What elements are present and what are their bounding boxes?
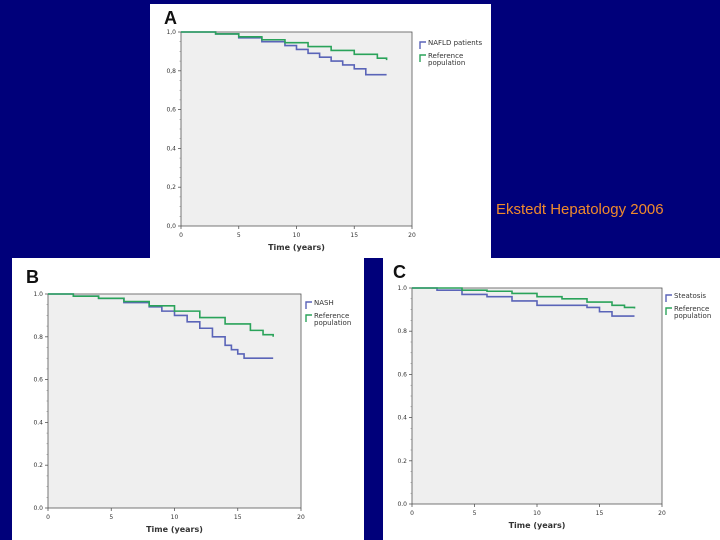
y-tick-label: 0.0: [397, 501, 407, 508]
survival-chart-b: 0.0 0.2 0.4 0.6 0.8 1.0 0 5 10 15 20 Time (years) NA…: [33, 291, 351, 534]
survival-chart-c: 0.0 0.2 0.4 0.6 0.8 1.0 0 5 10 15 20 Time (years) St…: [397, 285, 711, 530]
plot-area: [47, 293, 302, 509]
legend-label: Reference: [674, 305, 709, 313]
x-tick-label: 10: [171, 514, 179, 521]
y-tick-label: 0.6: [397, 371, 407, 378]
x-tick-label: 20: [408, 232, 416, 239]
plot-area: [411, 287, 663, 505]
y-tick-label: 0.4: [397, 415, 407, 422]
panel-c: C 0.0 0.2 0.4 0.6 0.8 1.0 0 5 10 15 20 Time (years)…: [383, 258, 720, 540]
series-line-reference: [412, 287, 636, 309]
legend-swatch: [305, 301, 312, 309]
panel-b: B 0.0 0.2 0.4 0.6 0.8 1.0 0 5 10 15 20 Time (years)…: [12, 258, 364, 540]
legend-label: Reference: [314, 312, 349, 320]
panel-c-letter: C: [393, 262, 406, 282]
y-tick-label: 0.8: [397, 328, 407, 335]
x-tick-label: 10: [293, 232, 301, 239]
x-tick-label: 0: [410, 510, 414, 517]
x-axis-title: Time (years): [146, 525, 203, 534]
x-tick-label: 5: [109, 514, 113, 521]
x-tick-label: 15: [350, 232, 358, 239]
x-tick-label: 10: [533, 510, 541, 517]
y-tick-label: 0.0: [33, 505, 43, 512]
y-tick-label: 1,0: [166, 29, 176, 36]
legend-label: NASH: [314, 299, 334, 307]
x-axis-title: Time (years): [509, 521, 566, 530]
x-tick-label: 20: [658, 510, 666, 517]
legend-swatch: [665, 294, 672, 302]
y-tick-label: 0.8: [33, 334, 43, 341]
panel-a-letter: A: [164, 8, 177, 28]
x-tick-label: 20: [297, 514, 305, 521]
legend-label: population: [314, 319, 351, 327]
y-tick-label: 0.6: [33, 377, 43, 384]
series-line-reference: [181, 31, 388, 61]
legend-label: Steatosis: [674, 292, 706, 300]
panel-b-letter: B: [26, 267, 39, 287]
citation-text: Ekstedt Hepatology 2006: [496, 201, 664, 218]
y-tick-label: 0,4: [166, 145, 176, 152]
y-tick-label: 0,8: [166, 68, 176, 75]
x-tick-label: 15: [234, 514, 242, 521]
legend-label: NAFLD patients: [428, 39, 482, 47]
x-tick-label: 15: [596, 510, 604, 517]
y-tick-label: 1.0: [33, 291, 43, 298]
x-axis-title: Time (years): [268, 243, 325, 252]
legend-label: Reference: [428, 52, 463, 60]
x-tick-label: 0: [179, 232, 183, 239]
y-tick-label: 0,6: [166, 107, 176, 114]
series-line-reference: [48, 293, 274, 337]
survival-chart-a: 0,0 0,2 0,4 0,6 0,8 1,0 0 5 10 15 20 Time (years) NA…: [166, 29, 482, 252]
legend-label: population: [428, 59, 465, 67]
y-tick-label: 0.2: [33, 462, 43, 469]
legend-label: population: [674, 312, 711, 320]
legend-swatch: [665, 307, 672, 315]
y-tick-label: 0,0: [166, 223, 176, 230]
legend-swatch: [419, 41, 426, 49]
plot-area: [180, 31, 413, 227]
y-tick-label: 0,2: [166, 184, 176, 191]
y-tick-label: 0.4: [33, 419, 43, 426]
x-tick-label: 0: [46, 514, 50, 521]
panel-a: A 0,0 0,2 0,4 0,6 0,8 1,0 0 5 10 15 20 Time (years)…: [150, 4, 491, 258]
x-tick-label: 5: [237, 232, 241, 239]
legend-swatch: [305, 314, 312, 322]
x-tick-label: 5: [473, 510, 477, 517]
y-tick-label: 1.0: [397, 285, 407, 292]
y-tick-label: 0.2: [397, 458, 407, 465]
legend-swatch: [419, 54, 426, 62]
